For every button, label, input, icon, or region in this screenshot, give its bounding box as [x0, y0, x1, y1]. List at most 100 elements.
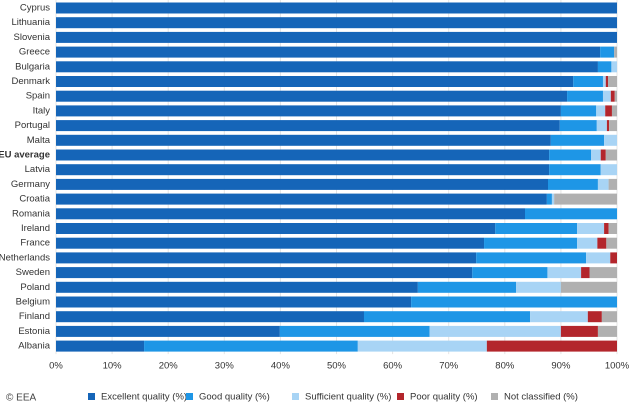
x-tick-label: 100%	[605, 361, 630, 372]
bar-segment	[495, 223, 578, 234]
x-tick-label: 20%	[159, 361, 179, 372]
x-tick-label: 30%	[215, 361, 235, 372]
legend-swatch	[491, 393, 498, 400]
bar-segment	[547, 178, 598, 190]
bar-segment	[600, 149, 606, 161]
bar-segment	[610, 90, 615, 102]
bar-segment	[524, 208, 617, 220]
bar-segment	[56, 164, 550, 176]
bar-segment	[602, 90, 611, 102]
y-tick-label: Bulgaria	[15, 61, 51, 72]
bar-segment	[56, 325, 280, 337]
bar-segment	[608, 223, 617, 234]
bar-segment	[56, 208, 525, 220]
bar-segment	[605, 76, 609, 87]
bar-segment	[605, 149, 617, 161]
x-tick-label: 50%	[327, 361, 347, 372]
bar-segment	[357, 340, 487, 352]
x-tick-label: 40%	[271, 361, 291, 372]
bar-segment	[611, 105, 617, 117]
bar-segment	[56, 46, 601, 58]
y-tick-label: EU average	[0, 150, 50, 161]
legend-swatch	[186, 393, 193, 400]
bar-segment	[56, 296, 412, 308]
y-tick-label: Ireland	[21, 223, 50, 234]
bar-segment	[56, 134, 551, 146]
bar-segment	[472, 267, 548, 279]
y-tick-label: Finland	[19, 311, 50, 322]
bar-segment	[56, 311, 364, 323]
bar-segment	[560, 105, 597, 117]
bar-segment	[476, 252, 587, 264]
bar-segment	[605, 105, 612, 117]
bar-segment	[56, 281, 418, 293]
bar-segment	[604, 223, 609, 234]
legend-label: Sufficient quality (%)	[305, 392, 391, 403]
y-tick-label: Latvia	[25, 164, 51, 175]
bar-segment	[596, 120, 607, 132]
bar-segment	[597, 178, 609, 190]
y-tick-label: Croatia	[19, 194, 50, 205]
bar-segment	[56, 193, 547, 205]
y-tick-label: Portugal	[15, 120, 50, 131]
bar-segment	[614, 90, 617, 102]
bar-segment	[600, 164, 617, 176]
bar-segment	[601, 311, 617, 323]
bar-segment	[56, 237, 485, 249]
bar-segment	[591, 149, 601, 161]
bar-segment	[596, 105, 606, 117]
bar-segment	[56, 31, 617, 43]
x-tick-label: 10%	[103, 361, 123, 372]
y-tick-label: Lithuania	[11, 17, 50, 28]
source: © EEA	[6, 393, 36, 404]
bar-segment	[56, 223, 496, 234]
y-tick-label: Estonia	[18, 326, 50, 337]
bar-segment	[56, 120, 560, 132]
y-tick-label: Germany	[11, 179, 50, 190]
bar-segment	[279, 325, 430, 337]
legend-swatch	[397, 393, 404, 400]
bar-segment	[559, 120, 597, 132]
y-tick-label: Albania	[18, 341, 50, 352]
bar-segment	[597, 61, 612, 73]
bar-segment	[586, 252, 611, 264]
x-tick-label: 0%	[49, 361, 63, 372]
bar-segment	[411, 296, 617, 308]
y-tick-label: Cyprus	[20, 3, 50, 14]
bar-segment	[56, 340, 145, 352]
bar-segment	[530, 311, 588, 323]
bar-segment	[56, 2, 617, 14]
bar-segment	[608, 178, 617, 190]
legend-label: Good quality (%)	[199, 392, 270, 403]
bar-segment	[611, 61, 617, 73]
bar-segment	[606, 237, 617, 249]
bar-segment	[56, 90, 568, 102]
bar-segment	[144, 340, 358, 352]
bar-segment	[573, 76, 603, 87]
bar-segment	[560, 281, 617, 293]
bar-segment	[597, 325, 617, 337]
bar-segment	[549, 164, 601, 176]
y-tick-label: Netherlands	[0, 252, 50, 263]
bar-segment	[577, 237, 598, 249]
bar-segment	[589, 267, 617, 279]
bar-segment	[610, 252, 617, 264]
bar-segment	[597, 237, 607, 249]
bar-segment	[604, 134, 617, 146]
y-tick-label: Sweden	[16, 267, 50, 278]
y-tick-label: France	[20, 238, 50, 249]
bar-segment	[56, 178, 548, 190]
bar-segment	[608, 76, 617, 87]
bar-segment	[581, 267, 590, 279]
legend-swatch	[88, 393, 95, 400]
y-tick-label: Denmark	[11, 76, 50, 87]
x-tick-label: 90%	[551, 361, 571, 372]
bar-segment	[587, 311, 602, 323]
bar-segment	[484, 237, 578, 249]
bar-segment	[550, 134, 605, 146]
y-tick-label: Malta	[27, 135, 51, 146]
legend-label: Poor quality (%)	[410, 392, 478, 403]
bar-segment	[602, 76, 606, 87]
x-tick-label: 70%	[439, 361, 459, 372]
